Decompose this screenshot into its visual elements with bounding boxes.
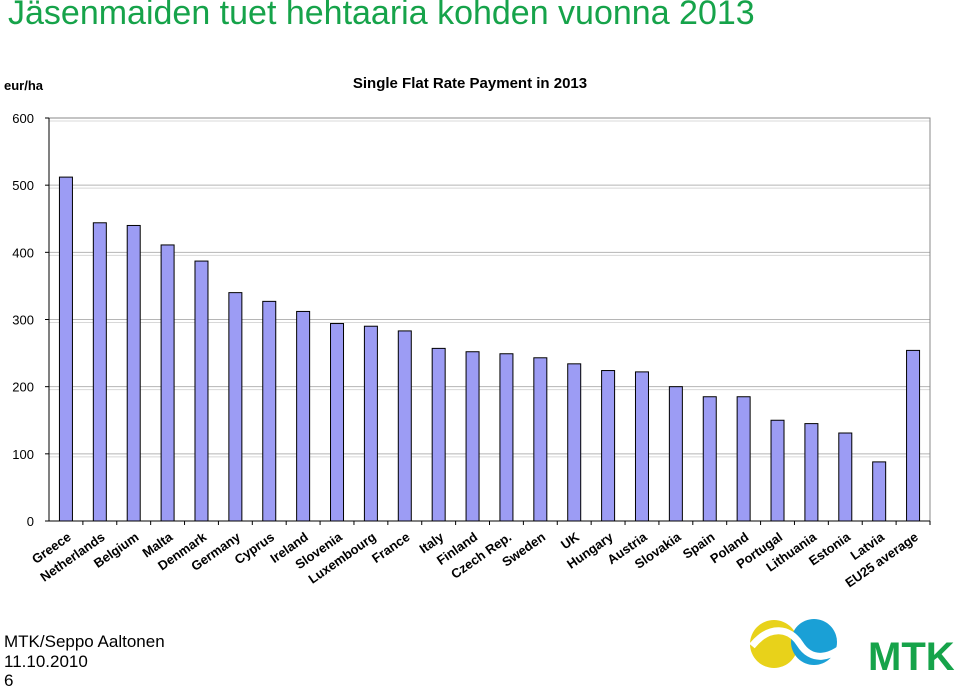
y-tick-label: 500 (12, 178, 34, 193)
bar (397, 330, 412, 522)
bar (736, 396, 751, 522)
logo-text: MTK (868, 635, 955, 676)
y-tick-label: 300 (12, 313, 34, 328)
y-tick-label: 100 (12, 447, 34, 462)
bar (668, 386, 683, 522)
bar (567, 363, 582, 522)
bar (58, 176, 73, 522)
bar (804, 423, 819, 522)
bar (228, 292, 243, 522)
bar (770, 419, 785, 522)
footer-author: MTK/Seppo Aaltonen (4, 632, 165, 651)
footer-date: 11.10.2010 (4, 652, 88, 671)
bar (126, 224, 141, 522)
bar (838, 432, 853, 522)
x-category-label: France (369, 529, 413, 566)
slide-title: Jäsenmaiden tuet hehtaaria kohden vuonna… (8, 0, 755, 32)
bar (702, 396, 717, 522)
bar (431, 347, 446, 522)
bar (330, 323, 345, 522)
y-axis-unit-label: eur/ha (4, 78, 44, 93)
bar (601, 370, 616, 522)
bar (872, 461, 887, 522)
bar (499, 353, 514, 522)
bar (634, 371, 649, 522)
bar (92, 222, 107, 522)
bar (296, 310, 311, 522)
bar (160, 244, 175, 522)
page-number: 6 (4, 671, 14, 690)
y-tick-label: 600 (12, 111, 34, 126)
bar (262, 300, 277, 522)
y-tick-label: 400 (12, 245, 34, 260)
bar (533, 357, 548, 522)
bar (465, 351, 480, 522)
bar (194, 260, 209, 522)
bar (363, 325, 378, 522)
y-tick-label: 0 (27, 514, 34, 529)
mtk-logo: MTK (750, 619, 955, 676)
y-tick-label: 200 (12, 380, 34, 395)
logo-swoosh (750, 627, 859, 660)
bar (906, 349, 921, 522)
chart-title: Single Flat Rate Payment in 2013 (352, 75, 588, 92)
